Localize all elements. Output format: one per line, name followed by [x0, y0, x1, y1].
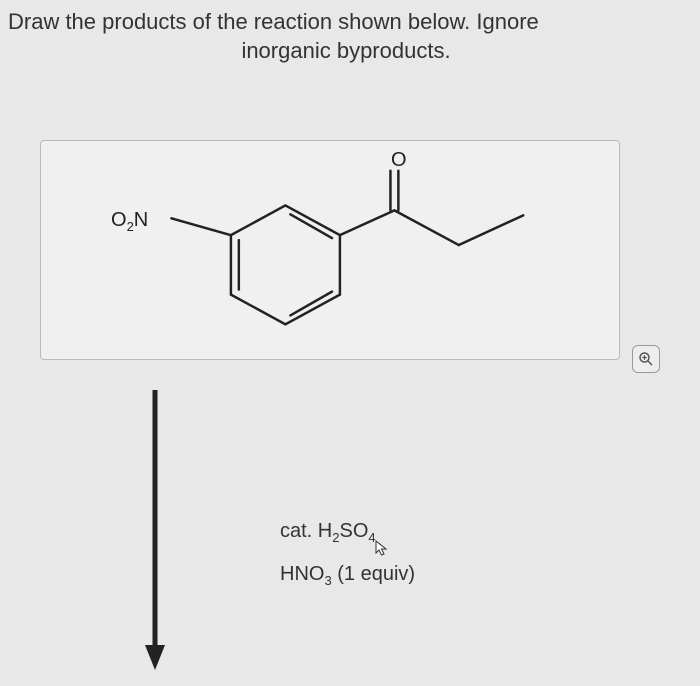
zoom-button[interactable]	[632, 345, 660, 373]
reaction-arrow	[145, 390, 165, 670]
prompt-line-1: Draw the products of the reaction shown …	[8, 9, 539, 34]
reagent-conditions: cat. H2SO4 HNO3 (1 equiv)	[280, 520, 415, 606]
question-prompt: Draw the products of the reaction shown …	[0, 0, 700, 69]
reactant-structure-panel[interactable]: O2N O	[40, 140, 620, 360]
prompt-line-2: inorganic byproducts.	[8, 37, 684, 66]
molecule-drawing	[41, 141, 619, 359]
zoom-icon	[638, 351, 654, 367]
catalyst-line: cat. H2SO4	[280, 520, 415, 545]
nitric-acid-line: HNO3 (1 equiv)	[280, 563, 415, 588]
mouse-cursor-icon	[375, 540, 389, 558]
